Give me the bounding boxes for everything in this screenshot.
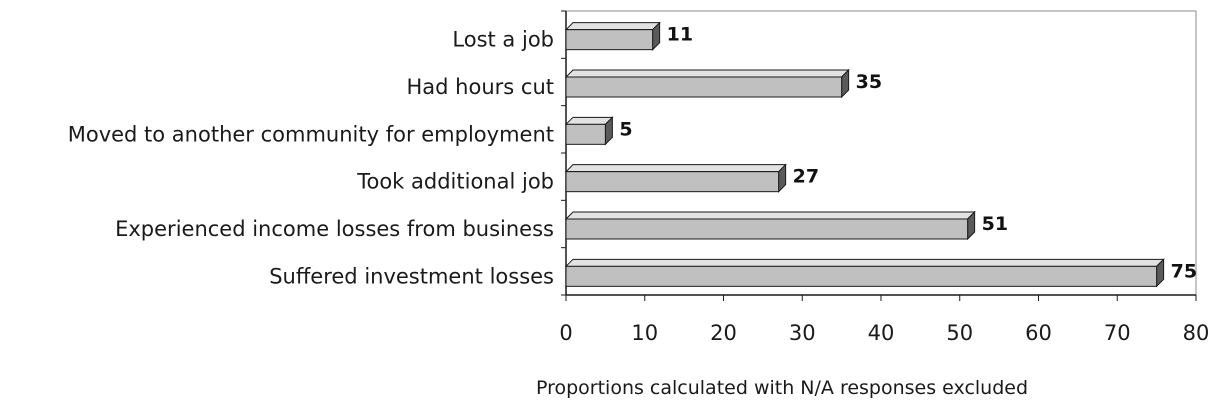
plot-frame: [565, 10, 1197, 296]
bar: [564, 258, 1165, 288]
category-label: Had hours cut: [407, 75, 554, 99]
data-label: 27: [793, 166, 819, 188]
bar-front-face: [565, 171, 780, 193]
x-tick-label: 70: [1104, 321, 1131, 345]
x-tick-label: 50: [946, 321, 973, 345]
data-label: 75: [1171, 260, 1197, 282]
x-axis-title: Proportions calculated with N/A response…: [536, 377, 1028, 399]
bar-front-face: [565, 29, 654, 51]
bars: [564, 21, 1165, 288]
data-label: 5: [619, 118, 632, 140]
category-label: Moved to another community for employmen…: [68, 122, 554, 146]
data-label: 35: [856, 71, 882, 93]
data-label: 11: [667, 24, 693, 46]
bar: [564, 116, 614, 146]
x-tick-label: 60: [1025, 321, 1052, 345]
bar-front-face: [565, 265, 1158, 287]
bar-front-face: [565, 218, 969, 240]
bar-top-face: [564, 164, 787, 173]
x-tick-label: 10: [631, 321, 658, 345]
data-labels: 11 35 5 27 51 75: [619, 24, 1197, 283]
x-tick-label: 0: [559, 321, 572, 345]
bar-top-face: [564, 258, 1165, 267]
category-label: Took additional job: [356, 170, 554, 194]
data-label: 51: [982, 213, 1008, 235]
bar-front-face: [565, 76, 843, 98]
bar-front-face: [565, 123, 606, 145]
x-tick-label: 20: [710, 321, 737, 345]
y-axis-ticks: [561, 10, 566, 296]
x-tick-label: 30: [789, 321, 816, 345]
bar: [564, 163, 787, 193]
bar-top-face: [564, 69, 850, 78]
bar-top-face: [564, 116, 614, 125]
category-label: Experienced income losses from business: [115, 217, 554, 241]
bar-top-face: [564, 22, 661, 31]
x-tick-label: 80: [1183, 321, 1210, 345]
x-axis-ticks: [565, 295, 1197, 301]
x-tick-labels: 0 10 20 30 40 50 60 70 80: [559, 321, 1209, 345]
category-label: Lost a job: [452, 28, 554, 52]
x-tick-label: 40: [868, 321, 895, 345]
bar-top-face: [564, 211, 976, 220]
bar: [564, 210, 976, 241]
bar: [564, 68, 850, 99]
category-labels: Lost a job Had hours cut Moved to another …: [68, 28, 554, 289]
bar: [564, 21, 661, 51]
category-label: Suffered investment losses: [269, 264, 554, 288]
